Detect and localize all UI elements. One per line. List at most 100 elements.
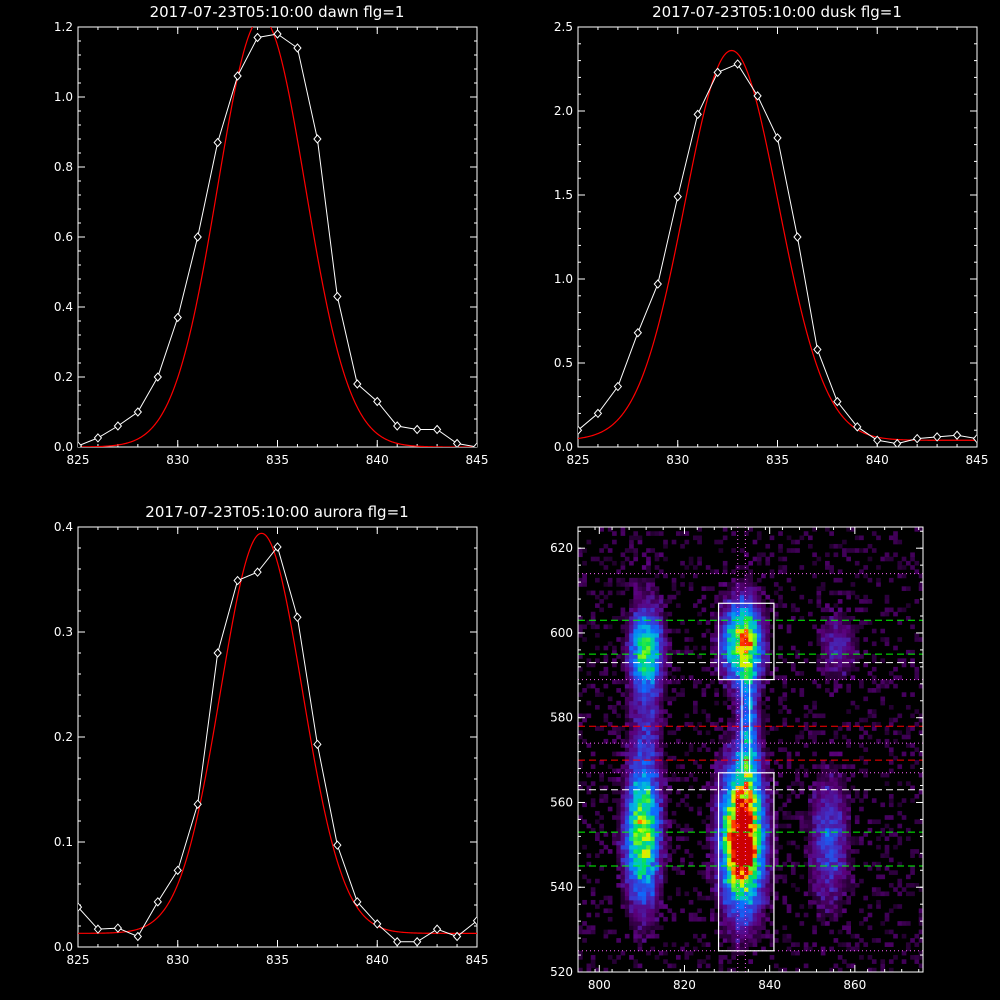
heatmap-cell <box>808 535 813 541</box>
heatmap-cell <box>663 654 668 659</box>
heatmap-cell <box>778 696 783 702</box>
heatmap-cell <box>799 594 805 600</box>
heatmap-cell <box>658 781 664 786</box>
heatmap-cell <box>633 802 639 808</box>
heatmap-cell <box>607 527 613 532</box>
heatmap-cell <box>893 870 898 875</box>
heatmap-cell <box>650 857 656 863</box>
heatmap-cell <box>637 861 643 867</box>
heatmap-cell <box>641 628 647 634</box>
heatmap-cell <box>884 607 890 613</box>
heatmap-cell <box>825 866 830 871</box>
heatmap-cell <box>603 967 609 972</box>
heatmap-cell <box>620 823 626 829</box>
heatmap-cell <box>769 751 775 757</box>
heatmap-cell <box>633 963 639 969</box>
heatmap-cell <box>833 878 839 884</box>
heatmap-y-tick-label: 560 <box>550 795 573 809</box>
heatmap-cell <box>671 963 677 969</box>
heatmap-cell <box>859 683 864 689</box>
heatmap-cell <box>748 815 754 820</box>
heatmap-cell <box>629 548 634 553</box>
heatmap-cell <box>701 692 707 697</box>
heatmap-cell <box>803 743 809 748</box>
heatmap-cell <box>705 785 711 791</box>
heatmap-cell <box>876 938 881 943</box>
heatmap-cell <box>641 832 647 837</box>
heatmap-cell <box>624 730 630 736</box>
heatmap-cell <box>808 874 813 880</box>
heatmap-cell <box>714 878 719 884</box>
heatmap-cell <box>769 857 775 863</box>
heatmap-cell <box>705 730 711 736</box>
heatmap-cell <box>769 874 775 880</box>
heatmap-cell <box>616 569 621 575</box>
heatmap-cell <box>756 840 762 846</box>
heatmap-cell <box>629 730 634 736</box>
heatmap-cell <box>599 899 604 905</box>
heatmap-cell <box>616 730 621 736</box>
heatmap-cell <box>769 836 775 842</box>
heatmap-cell <box>637 755 643 761</box>
heatmap-cell <box>722 815 728 820</box>
heatmap-cell <box>765 637 771 642</box>
heatmap-cell <box>710 781 715 786</box>
heatmap-cell <box>616 810 621 816</box>
heatmap-cell <box>629 624 634 630</box>
dawn-plot-area <box>78 27 477 447</box>
heatmap-cell <box>688 747 694 753</box>
heatmap-cell <box>718 548 724 553</box>
heatmap-cell <box>641 713 647 719</box>
heatmap-cell <box>829 692 834 697</box>
heatmap-cell <box>735 827 741 833</box>
heatmap-cell <box>795 717 800 723</box>
heatmap-cell <box>765 874 771 880</box>
heatmap-cell <box>863 747 869 753</box>
heatmap-cell <box>871 938 877 943</box>
heatmap-cell <box>710 916 715 922</box>
heatmap-cell <box>739 565 745 570</box>
heatmap-cell <box>680 946 685 952</box>
heatmap-cell <box>607 908 613 914</box>
heatmap-cell <box>820 798 826 803</box>
heatmap-cell <box>756 705 762 710</box>
heatmap-cell <box>812 929 817 935</box>
heatmap-cell <box>833 751 839 757</box>
heatmap-cell <box>842 806 847 812</box>
heatmap-cell <box>897 560 903 566</box>
heatmap-cell <box>599 607 604 613</box>
heatmap-cell <box>846 683 851 689</box>
heatmap-cell <box>735 662 741 668</box>
heatmap-cell <box>859 726 864 731</box>
heatmap-cell <box>842 794 847 799</box>
heatmap-cell <box>897 891 903 897</box>
heatmap-cell <box>842 539 847 545</box>
heatmap-cell <box>646 874 651 880</box>
heatmap-cell <box>905 836 911 842</box>
heatmap-cell <box>744 836 749 842</box>
heatmap-cell <box>820 781 826 786</box>
heatmap-cell <box>624 857 630 863</box>
heatmap-cell <box>637 586 643 591</box>
heatmap-cell <box>675 666 681 672</box>
heatmap-cell <box>637 798 643 803</box>
heatmap-cell <box>688 912 694 918</box>
heatmap-cell <box>654 768 660 774</box>
heatmap-cell <box>658 700 664 706</box>
heatmap-cell <box>603 713 609 719</box>
heatmap-cell <box>820 887 826 892</box>
heatmap-cell <box>624 616 630 621</box>
heatmap-cell <box>744 705 749 710</box>
heatmap-cell <box>731 658 736 664</box>
heatmap-cell <box>714 857 719 863</box>
heatmap-cell <box>752 798 758 803</box>
heatmap-cell <box>590 798 596 803</box>
heatmap-cell <box>748 730 754 736</box>
heatmap-cell <box>816 641 822 647</box>
heatmap-cell <box>620 658 626 664</box>
heatmap-cell <box>799 827 805 833</box>
heatmap-cell <box>718 861 724 867</box>
heatmap-cell <box>790 866 796 871</box>
heatmap-cell <box>735 679 741 685</box>
aurora-data-point <box>78 902 83 912</box>
